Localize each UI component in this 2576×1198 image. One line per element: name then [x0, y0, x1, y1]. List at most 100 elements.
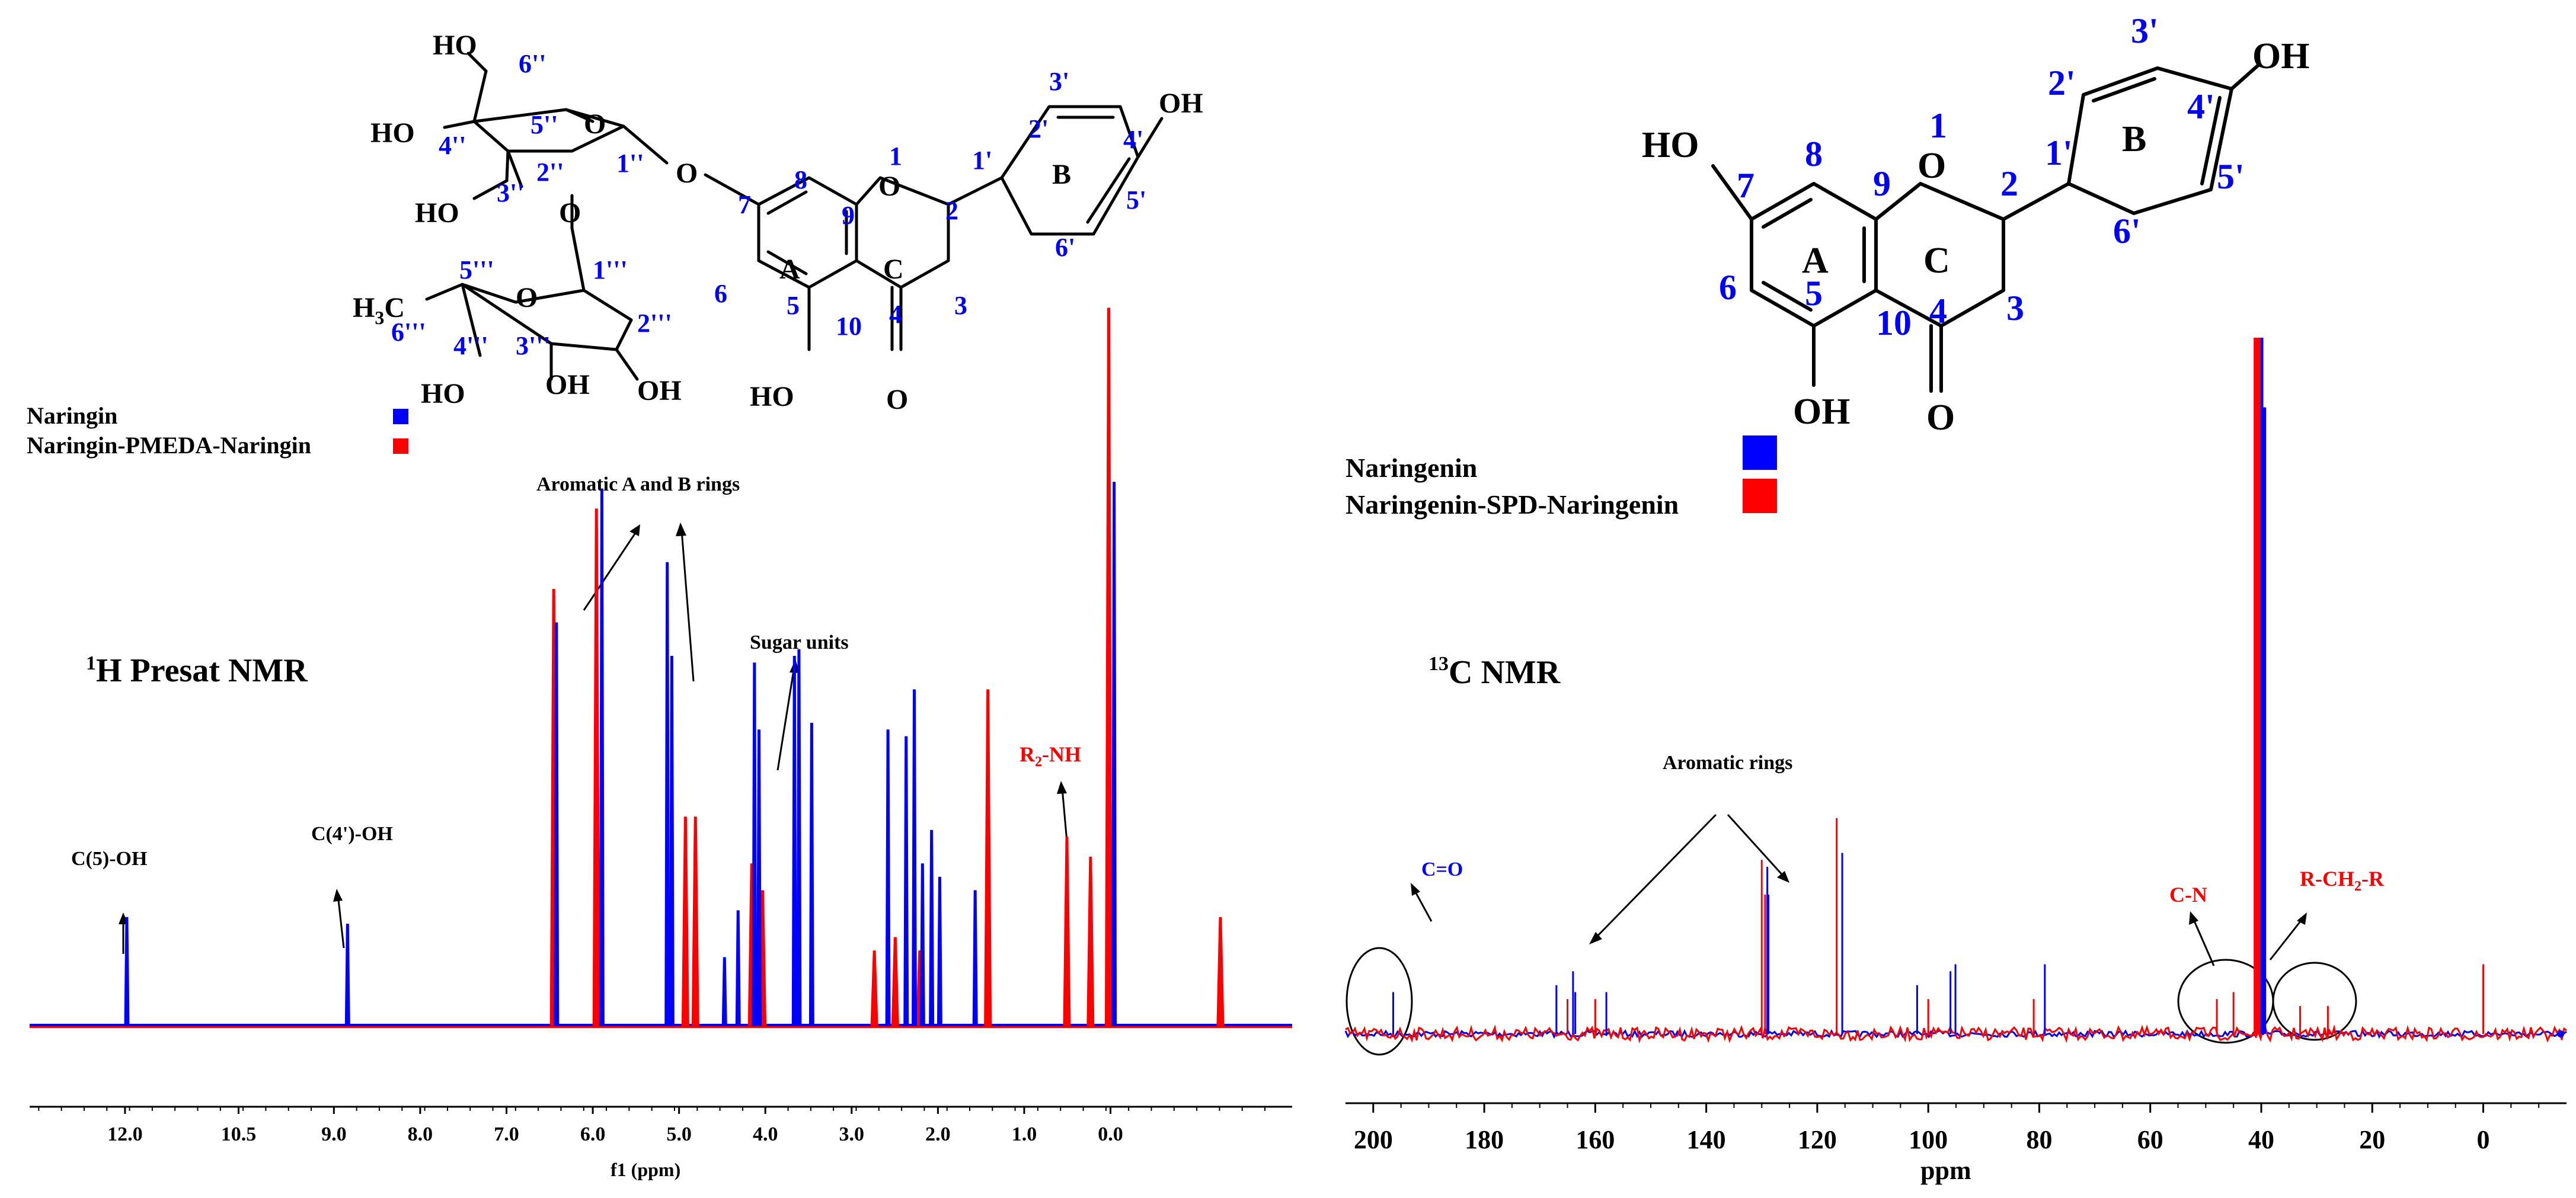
peak-naringin-pmeda-2 [681, 816, 689, 1026]
label-8: 8 [794, 165, 807, 194]
x-tick-label: 0.0 [1098, 1123, 1123, 1145]
peak-naringenin-8 [1916, 985, 1918, 1034]
peak-naringenin-3 [1574, 992, 1577, 1034]
label-2ppp: 2''' [637, 309, 672, 338]
peak-naringin-0 [124, 917, 130, 1026]
label-3p: 3' [2131, 11, 2159, 50]
ring-a-label: A [779, 254, 800, 285]
peak-naringin-pmeda-13 [1216, 917, 1225, 1026]
annotation-c-n: C-N [2169, 883, 2207, 906]
peak-naringin-18 [937, 876, 942, 1026]
label-1p: 1' [972, 146, 992, 175]
label-4pp: 4'' [439, 131, 466, 160]
x-tick-label: 1.0 [1012, 1123, 1037, 1145]
label-3pp: 3'' [497, 178, 524, 207]
x-tick-label: 7.0 [494, 1123, 519, 1145]
label-5: 5 [1805, 274, 1823, 313]
peak-naringenin-0 [1392, 992, 1395, 1034]
peak-naringin-11 [796, 649, 802, 1026]
legend-item-naringenin: Naringenin [1345, 453, 1477, 483]
peak-naringin-10 [791, 656, 797, 1026]
label-6pp: 6'' [519, 49, 546, 78]
ring-a-label: A [1802, 241, 1829, 281]
x-tick-label: 160 [1575, 1125, 1615, 1154]
annotation-aromatic-rings: Aromatic rings [1663, 752, 1792, 774]
peak-naringenin-spd-6 [2032, 999, 2035, 1034]
ring-b-label: B [1052, 159, 1071, 190]
x-axis-title-1h: f1 (ppm) [611, 1159, 680, 1180]
label-6p: 6' [2113, 212, 2141, 251]
peak-naringin-pmeda-12 [1104, 307, 1113, 1026]
ho-3pp: HO [415, 197, 459, 229]
peak-naringenin-spd-11 [2299, 1006, 2302, 1034]
peak-naringin-9 [756, 729, 762, 1026]
label-7: 7 [738, 190, 751, 219]
x-tick-label: 180 [1465, 1125, 1504, 1154]
label-5ppp: 5''' [459, 255, 494, 284]
ring-b-label: B [2122, 119, 2146, 159]
legend-swatch-naringenin [1743, 435, 1777, 470]
label-2p: 2' [1028, 114, 1049, 143]
label-1pp: 1'' [616, 149, 644, 178]
peak-naringin-7 [735, 910, 741, 1026]
peak-naringenin-5 [1766, 867, 1769, 1034]
peak-naringenin-9 [1949, 971, 1952, 1034]
legend-swatch-naringenin-spd [1743, 479, 1777, 513]
annotation-c5-oh: C(5)-OH [71, 848, 147, 870]
o-4: O [1926, 398, 1955, 438]
label-9: 9 [842, 201, 855, 230]
annotation-c4p-oh: C(4')-OH [311, 823, 393, 845]
oh-4p: OH [1159, 88, 1203, 119]
label-5: 5 [787, 291, 800, 320]
o-glyco: O [559, 197, 581, 229]
peak-naringin-13 [885, 729, 891, 1026]
oh-3ppp: OH [545, 369, 590, 401]
x-tick-label: 8.0 [408, 1123, 433, 1145]
circle-c-eq-o [1345, 947, 1413, 1056]
peak-naringenin-spd-10 [2256, 338, 2261, 1034]
baseline-naringenin-spd-naringenin [1345, 1024, 2567, 1044]
label-6p: 6' [1055, 233, 1075, 262]
label-1: 1 [1929, 106, 1947, 145]
x-tick-label: 120 [1798, 1125, 1837, 1154]
x-axis-13c: 200 180 160 140 120 100 80 60 40 20 0 ppm [1345, 1102, 2567, 1185]
ho-4ppp: HO [421, 378, 465, 409]
peak-naringin-5 [669, 656, 675, 1026]
x-ticks-13c: 200 180 160 140 120 100 80 60 40 20 0 [1354, 1103, 2540, 1154]
x-tick-label: 140 [1687, 1125, 1726, 1154]
peak-naringenin-7 [1841, 853, 1843, 1034]
peak-naringin-17 [929, 829, 935, 1026]
annotation-r2-nh: R2-NH [1019, 742, 1081, 770]
annotation-aromatic-ab: Aromatic A and B rings [536, 473, 740, 495]
peak-naringenin-spd-12 [2326, 1006, 2329, 1034]
peak-naringin-2 [554, 622, 560, 1026]
peak-naringenin-spd-4 [1836, 818, 1838, 1034]
label-2p: 2' [2048, 63, 2076, 102]
oh-2ppp: OH [637, 375, 682, 406]
peak-naringin-pmeda-7 [891, 937, 899, 1026]
label-4: 4 [889, 300, 902, 329]
spectrum-1h [30, 307, 1292, 1028]
peak-naringenin-spd-1 [1594, 999, 1596, 1034]
peak-naringenin-spd-7 [2216, 999, 2218, 1034]
label-4p: 4' [2187, 87, 2215, 126]
peak-naringin-pmeda-3 [691, 816, 699, 1026]
o-link: O [676, 158, 698, 189]
peak-naringin-pmeda-10 [1063, 837, 1071, 1026]
label-4ppp: 4''' [453, 331, 488, 360]
x-tick-label: 5.0 [666, 1123, 692, 1145]
annotation-r-ch2-r: R-CH2-R [2300, 867, 2385, 894]
annotations-left: Aromatic A and B rings Sugar units C(5)-… [71, 473, 1081, 954]
peak-naringenin-spd-0 [1567, 999, 1569, 1034]
ho-6pp: HO [433, 30, 477, 61]
legend-item-naringenin-spd: Naringenin-SPD-Naringenin [1345, 489, 1679, 520]
naringenin-structure: HO 7 8 9 1 O 2 3 4 5 6 10 A C B OH O 1' … [1642, 11, 2309, 438]
peak-naringenin-spd-3 [1764, 895, 1766, 1034]
label-7: 7 [1737, 166, 1754, 205]
peak-naringenin-spd-13 [2482, 964, 2485, 1034]
peak-naringin-8 [752, 662, 758, 1026]
legend-item-naringin-pmeda: Naringin-PMEDA-Naringin [27, 432, 311, 459]
label-6: 6 [714, 279, 727, 308]
label-4p: 4' [1123, 125, 1143, 154]
label-3: 3 [954, 291, 967, 320]
